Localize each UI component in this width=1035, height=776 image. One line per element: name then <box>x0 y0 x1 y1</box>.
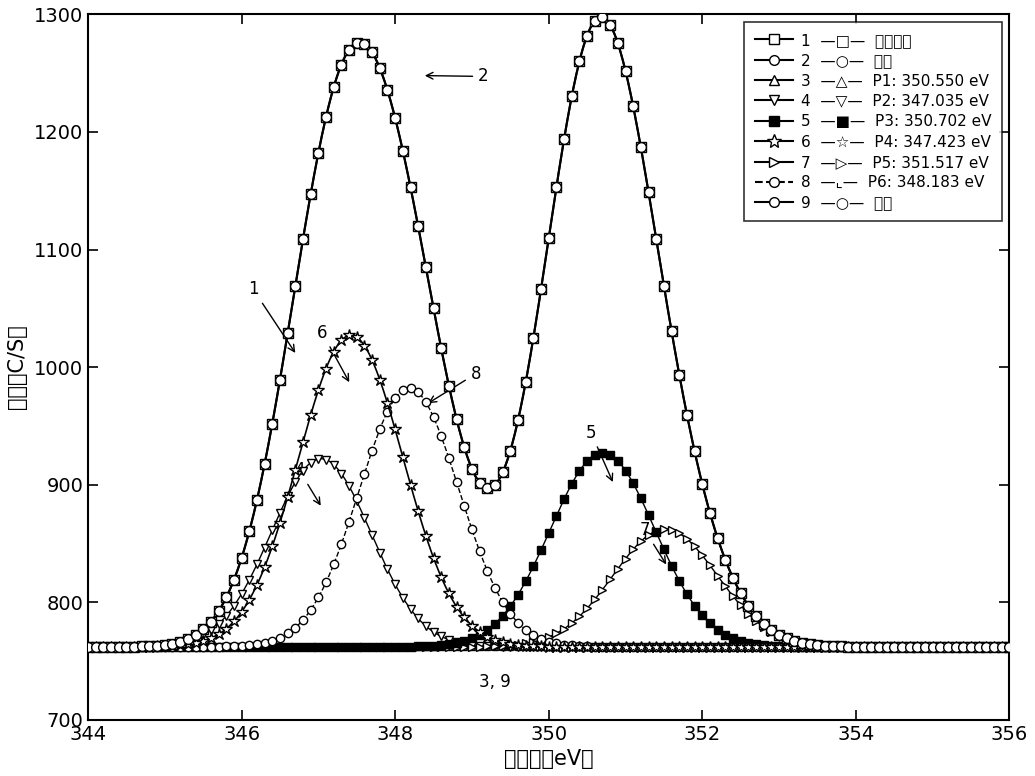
Y-axis label: 强度（C/S）: 强度（C/S） <box>7 324 27 410</box>
X-axis label: 结合能（eV）: 结合能（eV） <box>504 749 593 769</box>
Text: 5: 5 <box>586 424 613 480</box>
Text: 3, 9: 3, 9 <box>479 673 511 691</box>
Legend: 1  —□—  绝对强度, 2  —○—  和峰, 3  —△—  P1: 350.550 eV, 4  —▽—  P2: 347.035 eV, 5  —■—: 1 —□— 绝对强度, 2 —○— 和峰, 3 —△— P1: 350.550 … <box>744 22 1002 221</box>
Text: 2: 2 <box>426 68 489 85</box>
Text: 1: 1 <box>247 280 295 352</box>
Text: 4: 4 <box>294 461 320 504</box>
Text: 7: 7 <box>640 521 666 563</box>
Text: 8: 8 <box>430 365 481 403</box>
Text: 6: 6 <box>317 324 349 381</box>
